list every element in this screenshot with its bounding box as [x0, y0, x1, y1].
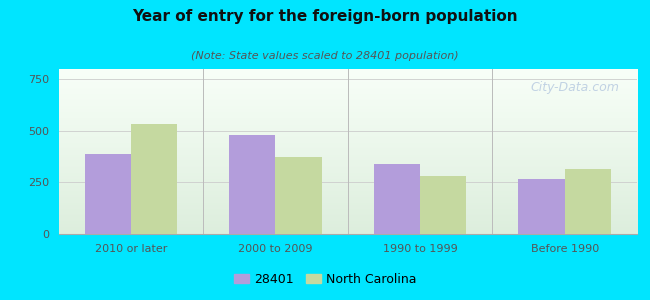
Bar: [276, 157, 322, 234]
Bar: [420, 176, 466, 234]
Bar: [131, 124, 177, 234]
Bar: [229, 135, 276, 234]
Bar: [84, 154, 131, 234]
Legend: 28401, North Carolina: 28401, North Carolina: [229, 268, 421, 291]
Bar: [374, 164, 420, 234]
Bar: [565, 169, 611, 234]
Text: (Note: State values scaled to 28401 population): (Note: State values scaled to 28401 popu…: [191, 51, 459, 61]
Bar: [519, 179, 565, 234]
Text: City-Data.com: City-Data.com: [531, 80, 619, 94]
Text: Year of entry for the foreign-born population: Year of entry for the foreign-born popul…: [132, 9, 518, 24]
